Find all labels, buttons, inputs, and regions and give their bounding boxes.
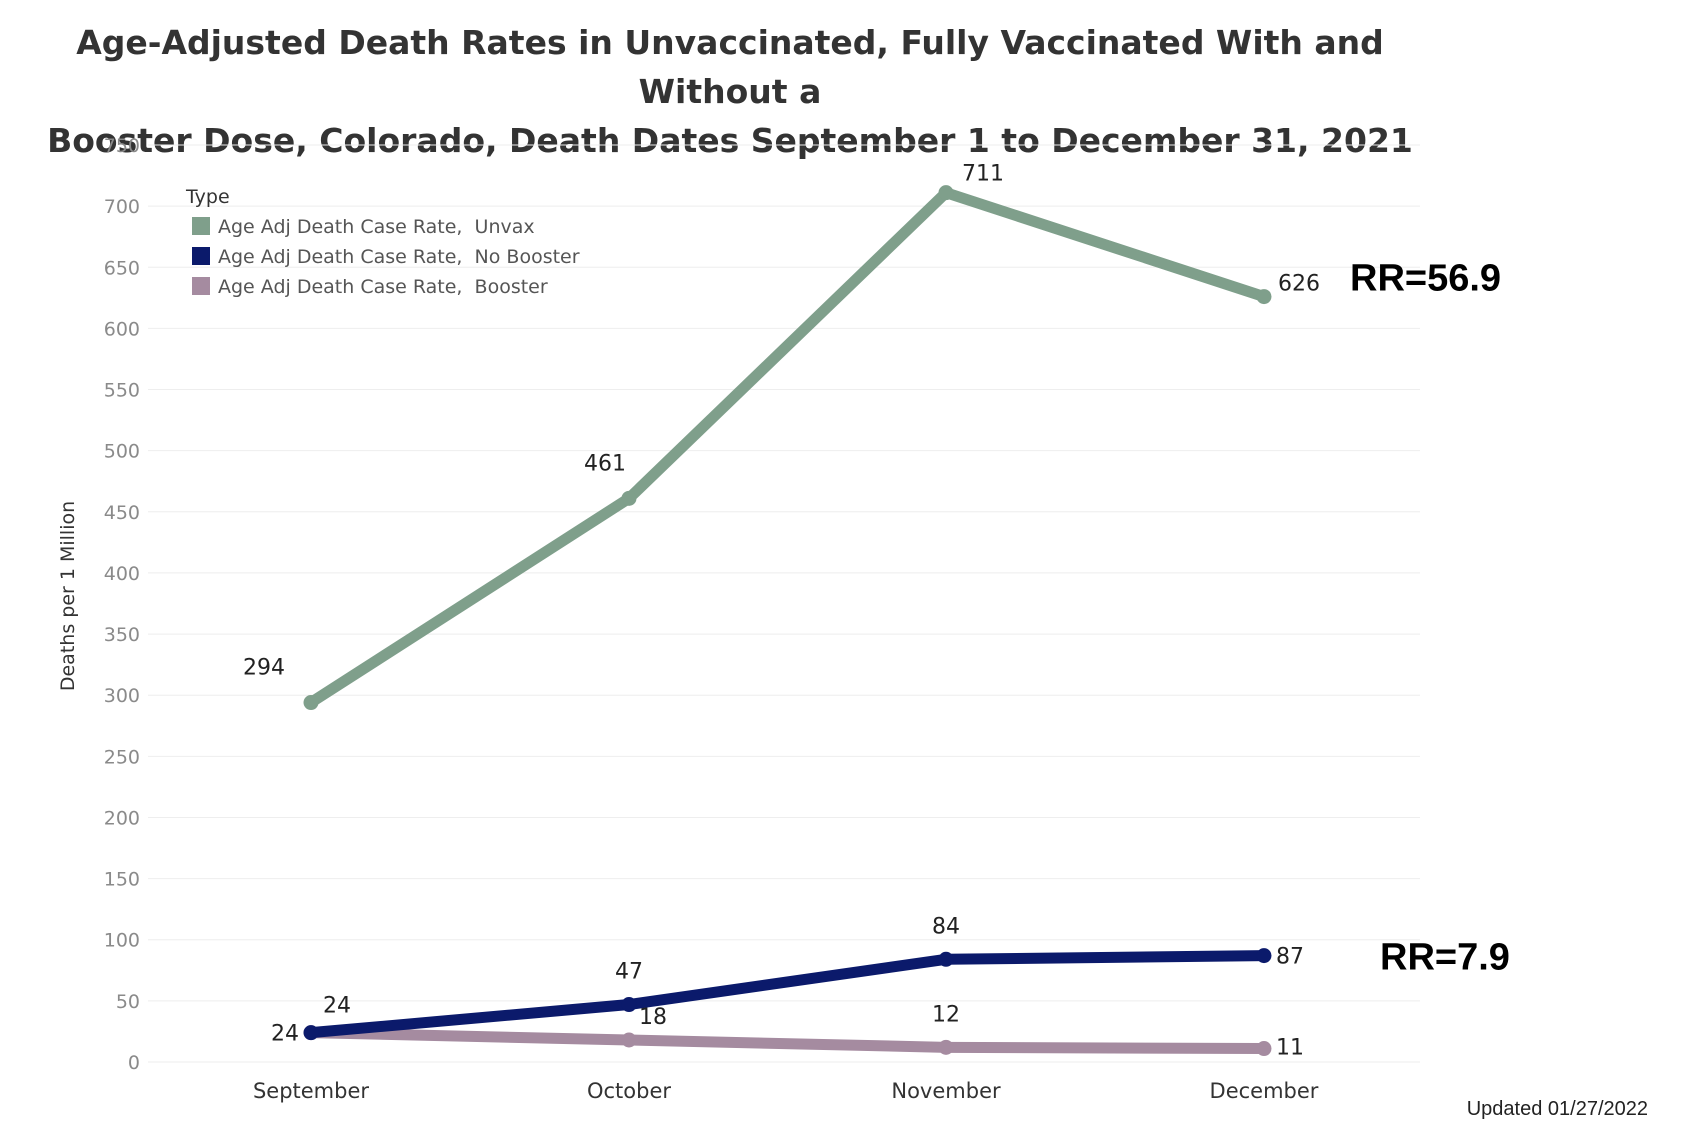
legend-swatch xyxy=(192,217,210,235)
data-point xyxy=(938,185,954,201)
y-tick-label: 100 xyxy=(104,930,140,952)
y-tick-label: 700 xyxy=(104,196,140,218)
series-line xyxy=(305,187,1270,709)
y-tick-label: 300 xyxy=(104,685,140,707)
data-point xyxy=(938,951,954,967)
y-tick-label: 150 xyxy=(104,869,140,891)
x-tick-label: November xyxy=(891,1079,1001,1103)
data-point xyxy=(303,695,319,711)
series-lines xyxy=(303,185,1272,1057)
data-point xyxy=(938,1039,954,1055)
data-label: 11 xyxy=(1276,1036,1304,1061)
data-label: 24 xyxy=(323,994,351,1019)
data-point xyxy=(621,1032,637,1048)
legend-entry: Age Adj Death Case Rate, Booster xyxy=(218,276,548,298)
chart-title-line-1: Age-Adjusted Death Rates in Unvaccinated… xyxy=(76,23,1384,111)
data-point xyxy=(621,490,637,506)
data-label: 47 xyxy=(615,960,643,985)
legend: Type Age Adj Death Case Rate, Unvax Age Ad… xyxy=(185,186,580,298)
y-tick-label: 600 xyxy=(104,318,140,340)
series-line xyxy=(305,1027,1270,1055)
data-label: 84 xyxy=(932,914,960,939)
data-label: 711 xyxy=(962,162,1004,187)
y-axis-label: Deaths per 1 Million xyxy=(57,501,79,691)
data-point xyxy=(1256,289,1272,305)
y-tick-label: 450 xyxy=(104,502,140,524)
y-tick-label: 50 xyxy=(116,991,140,1013)
data-point xyxy=(303,1025,319,1041)
data-label: 24 xyxy=(271,1022,299,1047)
data-label: 12 xyxy=(932,1002,960,1027)
data-labels: 294 461 711 626 24 47 84 87 24 18 12 11 xyxy=(243,162,1320,1061)
data-point xyxy=(1256,948,1272,964)
y-axis: 0 50 100 150 200 250 300 350 400 450 500 550 600 650 7… xyxy=(104,135,140,1074)
x-tick-label: December xyxy=(1210,1079,1319,1103)
legend-swatch xyxy=(192,277,210,295)
y-tick-label: 550 xyxy=(104,380,140,402)
data-label: 87 xyxy=(1276,945,1304,970)
x-tick-label: October xyxy=(587,1079,671,1103)
y-tick-label: 750 xyxy=(104,135,140,157)
data-point xyxy=(1256,1041,1272,1057)
legend-swatch xyxy=(192,247,210,265)
updated-date: Updated 01/27/2022 xyxy=(1466,1098,1648,1120)
chart-title-line-2: Booster Dose, Colorado, Death Dates Sept… xyxy=(47,121,1413,160)
rr-annotation: RR=7.9 xyxy=(1380,937,1510,979)
data-label: 18 xyxy=(639,1005,667,1030)
data-label: 461 xyxy=(584,451,626,476)
legend-entry: Age Adj Death Case Rate, Unvax xyxy=(218,216,535,238)
y-tick-label: 0 xyxy=(128,1052,140,1074)
data-point xyxy=(621,997,637,1013)
y-tick-label: 200 xyxy=(104,807,140,829)
legend-title: Type xyxy=(185,186,230,208)
y-tick-label: 400 xyxy=(104,563,140,585)
y-tick-label: 500 xyxy=(104,441,140,463)
y-tick-label: 250 xyxy=(104,746,140,768)
legend-entry: Age Adj Death Case Rate, No Booster xyxy=(218,246,580,268)
y-tick-label: 650 xyxy=(104,257,140,279)
data-label: 626 xyxy=(1278,272,1320,297)
chart-title: Age-Adjusted Death Rates in Unvaccinated… xyxy=(0,18,1460,165)
y-tick-label: 350 xyxy=(104,624,140,646)
rr-annotation: RR=56.9 xyxy=(1350,258,1501,300)
gridlines xyxy=(148,144,1420,1063)
x-tick-label: September xyxy=(253,1079,369,1103)
data-label: 294 xyxy=(243,656,285,681)
annotations: RR=56.9 RR=7.9 xyxy=(1350,258,1510,979)
x-axis: September October November December xyxy=(253,1079,1319,1103)
series-line xyxy=(305,950,1270,1039)
